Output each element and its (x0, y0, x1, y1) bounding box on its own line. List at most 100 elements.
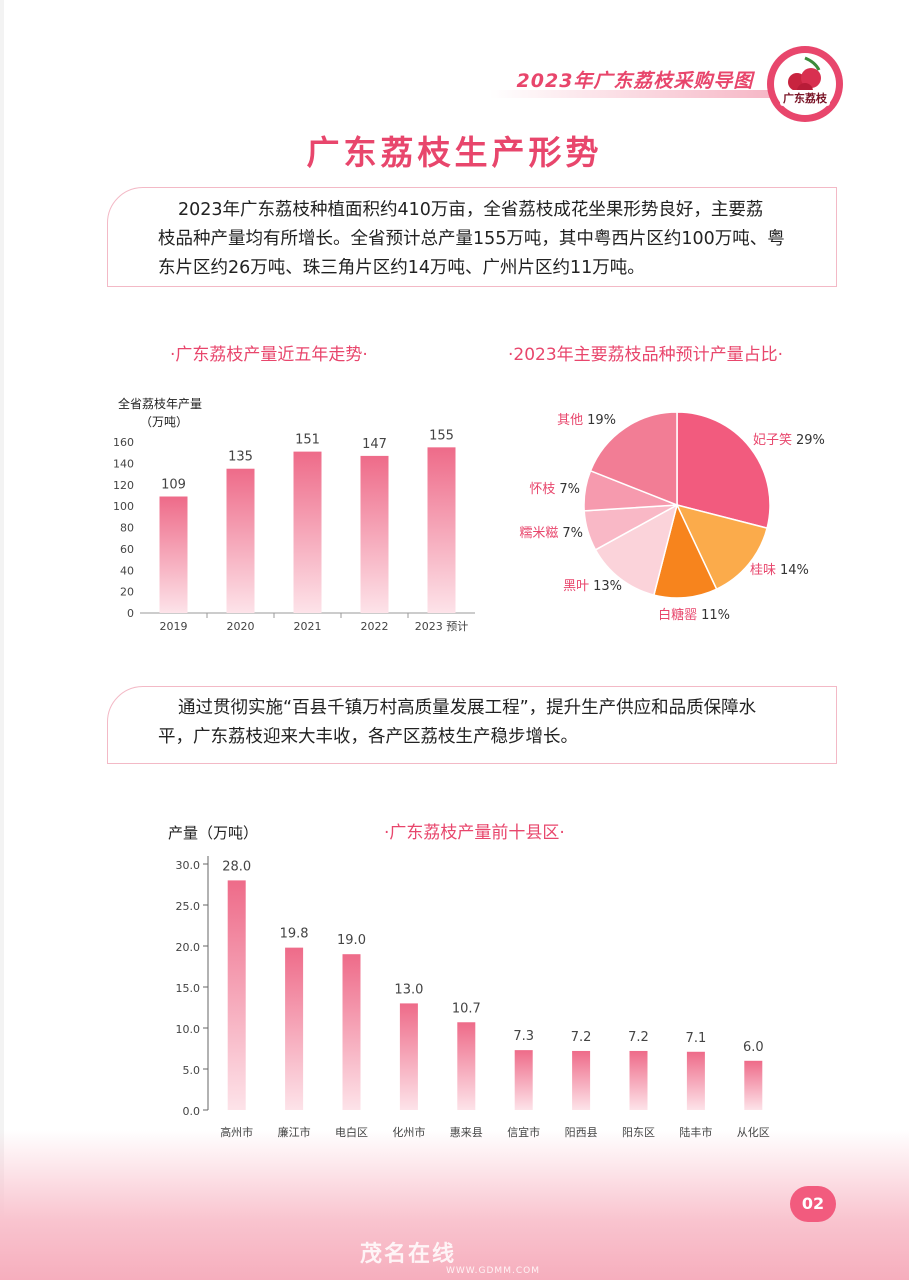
trend-ylabel-line1: 全省荔枝年产量 (118, 397, 203, 411)
top10-value-label: 10.7 (452, 1001, 481, 1016)
top10-value-label: 28.0 (222, 859, 251, 874)
watermark-name: 茂名在线 (360, 1242, 457, 1267)
top10-counties-chart: 0.0 5.0 10.0 15.0 20.0 25.0 30.0 28.0 高州市 19.8 廉江市… (176, 856, 770, 1139)
top10-category-label: 阳西县 (565, 1126, 598, 1139)
trend-ytick-label: 20 (120, 586, 134, 599)
trend-ytick-label: 60 (120, 543, 134, 556)
pie-label-name: 桂味 (750, 563, 776, 578)
top10-value-label: 7.1 (686, 1031, 707, 1046)
top10-category-label: 信宜市 (507, 1125, 540, 1139)
intro-line-1: 2023年广东荔枝种植面积约410万亩，全省荔枝成花坐果形势良好，主要荔 (178, 200, 764, 220)
top10-ytick-label: 10.0 (176, 1023, 201, 1036)
trend-ytick-label: 40 (120, 564, 134, 577)
top10-bar (457, 1022, 476, 1110)
intro-text-box: 2023年广东荔枝种植面积约410万亩，全省荔枝成花坐果形势良好，主要荔 枝品种… (107, 187, 837, 287)
pie-label-value: 29% (796, 433, 825, 448)
pie-slice-0 (676, 411, 771, 530)
header-title: 2023年广东荔枝采购导图 (516, 70, 754, 92)
top10-title: ·广东荔枝产量前十县区· (384, 823, 565, 843)
logo-label: 广东荔枝 (780, 90, 830, 106)
pie-label-name: 怀枝 (529, 482, 555, 497)
trend-bar (427, 447, 456, 613)
pie-label: 黑叶 13% (563, 579, 622, 594)
pie-label: 白糖罂 11% (658, 607, 730, 623)
pie-label-name: 糯米糍 (519, 526, 558, 541)
pie-slice-3 (594, 503, 679, 596)
top10-bar (227, 880, 246, 1110)
top10-bar (629, 1050, 648, 1110)
trend-bar (159, 496, 188, 613)
trend-value-label: 109 (161, 478, 186, 493)
pie-label: 其他 19% (557, 413, 616, 428)
pie-label-value: 7% (562, 526, 583, 541)
pie-label-value: 11% (701, 608, 730, 623)
pie-label-name: 其他 (557, 413, 583, 428)
top10-ytick-label: 20.0 (176, 941, 201, 954)
top10-bar (285, 947, 304, 1110)
pie-label-value: 19% (587, 413, 616, 428)
intro-line-3: 东片区约26万吨、珠三角片区约14万吨、广州片区约11万吨。 (158, 258, 645, 278)
top10-bar (744, 1060, 763, 1110)
trend-ytick-label: 120 (113, 479, 134, 492)
top10-ytick-label: 0.0 (183, 1105, 201, 1118)
trend-category-label: 2022 (361, 620, 389, 633)
top10-value-label: 19.8 (280, 927, 309, 942)
pie-label-name: 白糖罂 (658, 607, 697, 623)
pie-label-value: 13% (593, 579, 622, 594)
watermark-url: WWW.GDMM.COM (446, 1266, 540, 1276)
top10-bar (399, 1003, 418, 1110)
top10-category-label: 电白区 (335, 1125, 368, 1139)
trend-category-label: 2023 预计 (415, 620, 469, 633)
top10-bar (342, 954, 361, 1110)
trend-category-label: 2021 (294, 620, 322, 633)
intro-line-2: 枝品种产量均有所增长。全省预计总产量155万吨，其中粤西片区约100万吨、粤 (158, 229, 785, 249)
top10-bar (514, 1050, 533, 1110)
top10-bar (686, 1051, 705, 1110)
trend-bar (226, 468, 255, 613)
trend-bar (293, 451, 322, 613)
variety-share-pie-chart: 妃子笑 29% 桂味 14% 白糖罂 11% 黑叶 13% 糯米糍 7% 怀枝 7% 其他 19% (519, 411, 825, 623)
pie-label-name: 黑叶 (563, 579, 589, 594)
top10-category-label: 从化区 (737, 1125, 770, 1139)
page-number: 02 (790, 1186, 836, 1222)
trend-ytick-label: 160 (113, 436, 134, 449)
trend-ytick-label: 100 (113, 500, 134, 513)
top10-category-label: 陆丰市 (679, 1125, 712, 1139)
trend-value-label: 135 (228, 450, 253, 465)
top10-value-label: 7.2 (628, 1030, 649, 1045)
trend-bar (360, 455, 389, 613)
trend-ytick-label: 140 (113, 457, 134, 470)
page-edge (0, 0, 4, 1280)
trend-ylabel-line2: （万吨） (140, 415, 189, 429)
top10-value-label: 7.2 (571, 1030, 592, 1045)
top10-ytick-label: 30.0 (176, 859, 201, 872)
trend-category-label: 2019 (160, 620, 188, 633)
pie-label-name: 妃子笑 (753, 432, 792, 448)
middle-line-1: 通过贯彻实施“百县千镇万村高质量发展工程”，提升生产供应和品质保障水 (178, 698, 757, 718)
header-underline (490, 90, 770, 98)
top10-ytick-label: 15.0 (176, 982, 201, 995)
top10-value-label: 6.0 (743, 1040, 764, 1055)
five-year-trend-title: ·广东荔枝产量近五年走势· (170, 345, 368, 365)
top10-category-label: 阳东区 (622, 1126, 655, 1139)
top10-ytick-label: 25.0 (176, 900, 201, 913)
five-year-trend-chart: 0 20 40 60 80 100 120 140 160 109 2019 135 2020 151 20… (113, 428, 475, 633)
pie-label-value: 7% (559, 482, 580, 497)
page-title: 广东荔枝生产形势 (306, 133, 603, 172)
trend-value-label: 151 (295, 433, 320, 448)
pie-slice-6 (589, 411, 678, 507)
pie-label: 桂味 14% (750, 563, 809, 578)
bottom-gradient-band (0, 1130, 909, 1280)
top10-ytick-label: 5.0 (183, 1064, 201, 1077)
pie-label-value: 14% (780, 563, 809, 578)
trend-category-label: 2020 (227, 620, 255, 633)
top10-ylabel: 产量（万吨） (168, 824, 259, 842)
middle-text-box: 通过贯彻实施“百县千镇万村高质量发展工程”，提升生产供应和品质保障水 平，广东荔… (107, 686, 837, 764)
variety-share-title: ·2023年主要荔枝品种预计产量占比· (508, 345, 784, 365)
top10-category-label: 惠来县 (450, 1125, 483, 1139)
top10-category-label: 化州市 (392, 1125, 425, 1139)
pie-slice-1 (675, 503, 768, 591)
top10-value-label: 13.0 (394, 982, 423, 997)
trend-ytick-label: 80 (120, 522, 134, 535)
